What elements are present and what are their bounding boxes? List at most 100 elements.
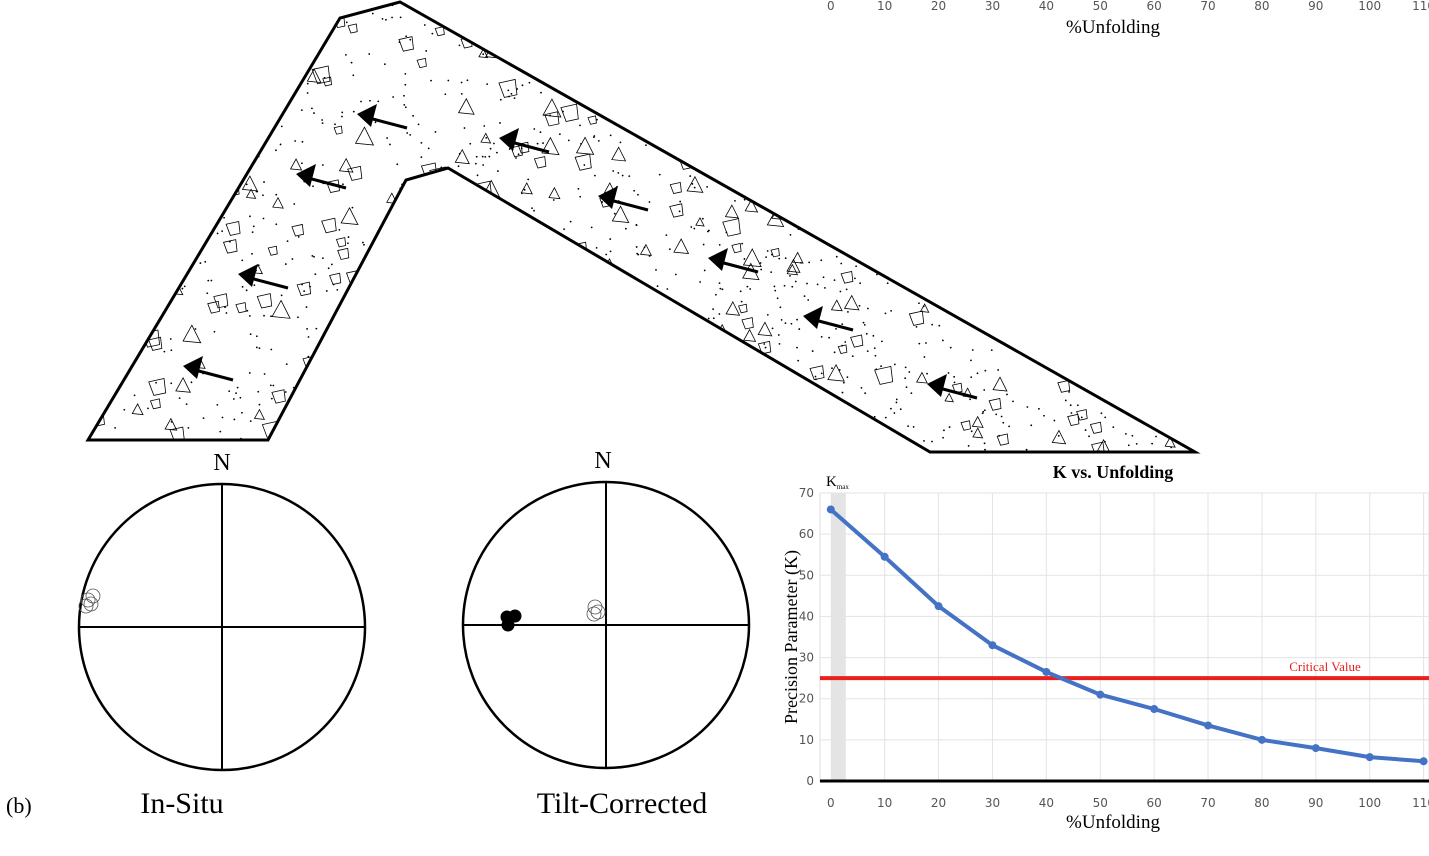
- stipple-dot: [249, 420, 252, 423]
- clast: [225, 220, 241, 236]
- stipple-dot: [612, 170, 615, 172]
- stipple-dot: [399, 387, 402, 389]
- stipple-dot: [1179, 91, 1181, 93]
- stipple-dot: [797, 228, 800, 231]
- stipple-dot: [313, 411, 316, 413]
- clast: [109, 195, 124, 210]
- stipple-dot: [787, 64, 790, 67]
- clast: [544, 254, 560, 269]
- stipple-dot: [930, 138, 933, 141]
- stipple-dot: [404, 106, 407, 109]
- stipple-dot: [116, 250, 119, 252]
- stipple-dot: [948, 426, 951, 428]
- clast: [593, 311, 603, 321]
- clast: [574, 153, 592, 171]
- clast: [641, 428, 658, 444]
- stipple-dot: [1068, 391, 1071, 393]
- stipple-dot: [255, 335, 258, 338]
- clast: [560, 103, 579, 123]
- stipple-dot: [382, 429, 385, 432]
- stipple-dot: [391, 4, 394, 7]
- stipple-dot: [100, 253, 103, 256]
- clast: [1106, 40, 1116, 50]
- clast: [1178, 60, 1195, 78]
- arrow-shaft: [368, 116, 408, 130]
- stipple-dot: [1139, 369, 1142, 372]
- stipple-dot: [83, 383, 85, 385]
- stipple-dot: [536, 142, 539, 145]
- clast: [78, 323, 86, 331]
- stipple-dot: [444, 93, 447, 96]
- stipple-dot: [891, 191, 894, 194]
- stipple-dot: [1162, 131, 1165, 134]
- stipple-dot: [567, 91, 570, 94]
- stipple-dot: [861, 414, 864, 417]
- stipple-dot: [811, 95, 814, 98]
- stipple-dot: [798, 126, 801, 129]
- stipple-dot: [699, 281, 702, 283]
- x-tick-label: 100: [1358, 796, 1381, 810]
- stipple-dot: [252, 225, 255, 228]
- stipple-dot: [984, 369, 987, 372]
- stipple-dot: [1096, 391, 1099, 394]
- stipple-dot: [902, 151, 904, 154]
- clast: [347, 23, 358, 34]
- stipple-dot: [502, 25, 505, 28]
- stipple-dot: [1121, 205, 1124, 208]
- stipple-dot: [927, 164, 929, 166]
- stipple-dot: [730, 431, 733, 434]
- clast: [629, 324, 642, 336]
- clast: [298, 2, 316, 15]
- stipple-dot: [836, 231, 839, 234]
- clast: [480, 132, 492, 144]
- clast: [337, 370, 352, 385]
- stipple-dot: [434, 131, 437, 133]
- stipple-dot: [1150, 125, 1153, 127]
- stipple-dot: [966, 230, 969, 233]
- clast: [844, 198, 861, 214]
- stipple-dot: [595, 262, 597, 265]
- stipple-dot: [899, 408, 902, 411]
- stipple-dot: [668, 107, 671, 110]
- stipple-dot: [546, 437, 549, 440]
- stipple-dot: [251, 34, 253, 37]
- x-tick-label: 10: [877, 796, 892, 810]
- stipple-dot: [95, 253, 98, 256]
- stipple-dot: [1102, 98, 1105, 101]
- stipple-dot: [371, 12, 374, 15]
- stipple-dot: [940, 45, 943, 48]
- clast: [179, 51, 198, 70]
- stipple-dot: [732, 113, 735, 115]
- stipple-dot: [630, 393, 633, 396]
- stipple-dot: [144, 123, 147, 126]
- stipple-dot: [633, 189, 636, 192]
- stipple-dot: [1135, 245, 1138, 247]
- stipple-dot: [720, 158, 723, 161]
- data-point: [1204, 721, 1213, 730]
- stipple-dot: [920, 266, 923, 268]
- stipple-dot: [703, 269, 706, 272]
- stipple-dot: [714, 327, 717, 330]
- stipple-dot: [137, 263, 139, 266]
- stipple-dot: [241, 411, 243, 414]
- stipple-dot: [1130, 328, 1132, 330]
- stipple-dot: [1139, 71, 1142, 74]
- stipple-dot: [890, 407, 892, 410]
- stipple-dot: [831, 367, 833, 370]
- clast: [1079, 83, 1098, 102]
- stipple-dot: [665, 234, 668, 237]
- stipple-dot: [825, 78, 827, 81]
- stipple-dot: [317, 33, 320, 35]
- stipple-dot: [871, 444, 874, 447]
- arrow-head: [357, 104, 377, 127]
- y-axis-label: Precision Parameter (K): [781, 550, 802, 724]
- stipple-dot: [1072, 293, 1075, 295]
- stipple-dot: [1138, 195, 1141, 198]
- clast: [498, 78, 518, 98]
- stipple-dot: [1055, 255, 1058, 258]
- stipple-dot: [525, 56, 527, 59]
- stipple-dot: [920, 57, 923, 60]
- stipple-dot: [1174, 383, 1177, 386]
- stipple-dot: [1075, 303, 1078, 306]
- clast: [112, 214, 127, 229]
